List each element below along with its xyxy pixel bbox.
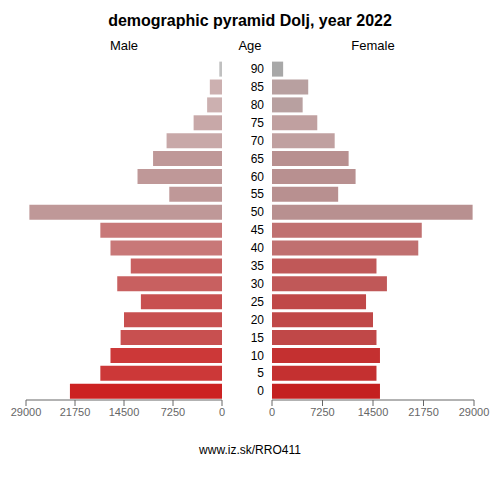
svg-text:21750: 21750 — [408, 406, 439, 418]
svg-text:21750: 21750 — [60, 406, 91, 418]
svg-text:14500: 14500 — [109, 406, 140, 418]
svg-text:90: 90 — [251, 62, 265, 76]
html-text:Female: Female — [351, 38, 395, 53]
svg-text:30: 30 — [251, 277, 265, 291]
svg-text:14500: 14500 — [358, 406, 389, 418]
svg-text:80: 80 — [251, 98, 265, 112]
svg-text:65: 65 — [251, 152, 265, 166]
html-text:demographic pyramid Dolj, year: demographic pyramid Dolj, year 2022 — [108, 12, 392, 29]
html-text:Male: Male — [109, 38, 139, 53]
svg-text:75: 75 — [251, 116, 265, 130]
svg-text:55: 55 — [251, 187, 265, 201]
svg-text:0: 0 — [269, 406, 275, 418]
svg-text:35: 35 — [251, 259, 265, 273]
svg-text:50: 50 — [251, 205, 265, 219]
svg-text:70: 70 — [251, 134, 265, 148]
svg-text:60: 60 — [251, 170, 265, 184]
svg-text:20: 20 — [251, 313, 265, 327]
svg-text:40: 40 — [251, 241, 265, 255]
svg-text:10: 10 — [251, 349, 265, 363]
svg-text:25: 25 — [251, 295, 265, 309]
svg-text:7250: 7250 — [310, 406, 334, 418]
svg-text:29000: 29000 — [459, 406, 490, 418]
svg-text:45: 45 — [251, 223, 265, 237]
svg-text:0: 0 — [257, 384, 264, 398]
svg-text:0: 0 — [219, 406, 225, 418]
svg-text:5: 5 — [257, 366, 264, 380]
svg-text:15: 15 — [251, 331, 265, 345]
html-text:www.iz.sk/RRO411: www.iz.sk/RRO411 — [199, 443, 301, 457]
svg-text:85: 85 — [251, 80, 265, 94]
html-text:Age: Age — [238, 38, 262, 53]
svg-text:7250: 7250 — [161, 406, 185, 418]
svg-text:29000: 29000 — [11, 406, 42, 418]
